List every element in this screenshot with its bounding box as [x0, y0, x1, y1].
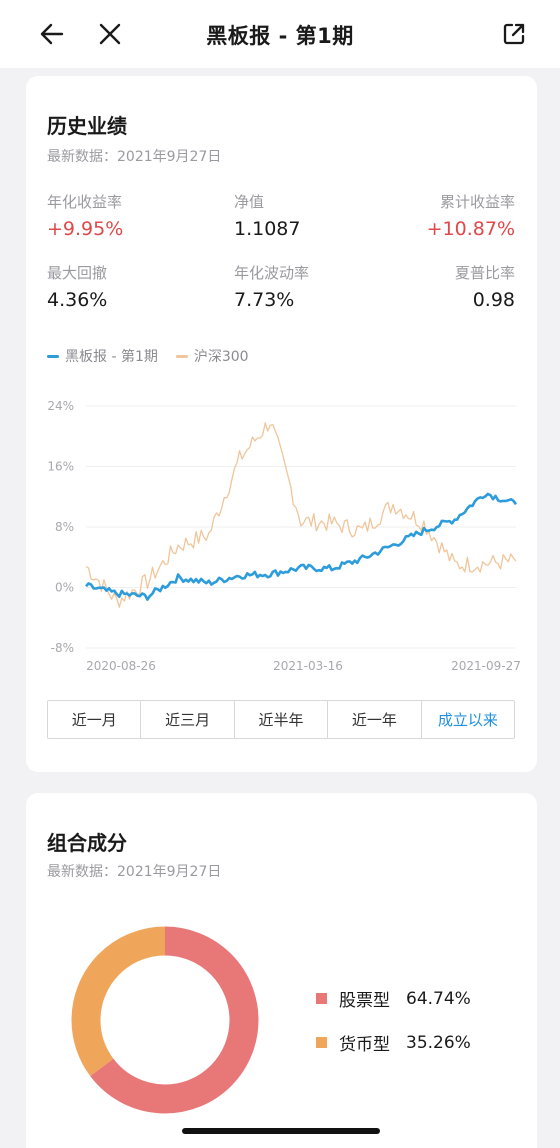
x-tick-label: 2020-08-26 [86, 659, 156, 673]
y-tick-label: 8% [55, 520, 74, 534]
close-button[interactable] [90, 14, 130, 54]
metric-value-sharpe: 0.98 [472, 289, 515, 311]
donut-slice-money[interactable] [71, 926, 259, 1114]
pie-percent-money: 35.26% [406, 1032, 471, 1053]
y-tick-label: 24% [47, 399, 74, 413]
navbar: 黑板报 - 第1期 [0, 0, 560, 68]
home-indicator [182, 1128, 380, 1134]
y-tick-label: 16% [47, 460, 74, 474]
metric-label-sharpe: 夏普比率 [454, 264, 515, 282]
tab-1-month[interactable]: 近一月 [48, 701, 142, 738]
performance-title: 历史业绩 [47, 114, 127, 138]
close-icon [99, 23, 121, 45]
tab-since-inception[interactable]: 成立以来 [437, 711, 498, 729]
period-tabs: 近一月 近三月 近半年 近一年 成立以来 [47, 700, 515, 739]
metric-label-max-drawdown: 最大回撤 [47, 264, 108, 282]
page-title: 黑板报 - 第1期 [206, 24, 354, 48]
chart-legend: 黑板报 - 第1期 沪深300 [47, 346, 267, 366]
metric-value-cumulative-return: +10.87% [426, 218, 515, 240]
metric-value-max-drawdown: 4.36% [47, 289, 108, 311]
pie-percent-stock: 64.74% [406, 988, 471, 1009]
metric-label-annual-return: 年化收益率 [47, 193, 123, 211]
legend-label-benchmark: 沪深300 [193, 349, 249, 365]
tab-1-year[interactable]: 近一年 [328, 701, 422, 738]
tab-3-months[interactable]: 近三月 [141, 701, 235, 738]
tab-6-months[interactable]: 近半年 [235, 701, 329, 738]
metric-label-volatility: 年化波动率 [234, 264, 310, 282]
pie-legend-item-money: 货币型 35.26% [316, 1030, 471, 1055]
composition-card: 组合成分 最新数据：2021年9月27日 股票型 64.74% 货币型 35.2… [26, 793, 537, 1148]
performance-card: 历史业绩 最新数据：2021年9月27日 年化收益率 +9.95% 净值 1.1… [26, 76, 537, 772]
y-tick-label: 0% [55, 581, 74, 595]
legend-swatch-benchmark [175, 354, 188, 358]
metric-value-volatility: 7.73% [234, 289, 295, 311]
arrow-left-icon [40, 23, 64, 45]
series-line-benchmark [85, 422, 517, 608]
legend-item-fund[interactable]: 黑板报 - 第1期 [47, 346, 158, 366]
legend-item-benchmark[interactable]: 沪深300 [175, 346, 249, 366]
legend-swatch-fund [47, 354, 59, 358]
back-button[interactable] [32, 14, 72, 54]
pie-legend-item-stock: 股票型 64.74% [316, 986, 471, 1011]
composition-title: 组合成分 [47, 831, 127, 855]
legend-label-fund: 黑板报 - 第1期 [65, 349, 158, 365]
performance-updated: 最新数据：2021年9月27日 [47, 149, 222, 165]
share-button[interactable] [494, 14, 534, 54]
pie-label-stock: 股票型 [339, 991, 390, 1011]
metric-label-nav: 净值 [234, 193, 265, 211]
composition-donut-chart[interactable] [70, 925, 260, 1115]
series-line-fund [85, 492, 518, 601]
pie-swatch-money [316, 1037, 327, 1048]
pie-swatch-stock [316, 993, 327, 1004]
x-tick-label: 2021-03-16 [273, 659, 343, 673]
metric-value-nav: 1.1087 [234, 218, 301, 240]
performance-line-chart[interactable]: 24% 16% 8% 0% -8% 2020-08-26 2021-03-16 2021-09… [26, 386, 537, 686]
pie-label-money: 货币型 [339, 1035, 390, 1055]
metric-label-cumulative-return: 累计收益率 [439, 193, 515, 211]
x-tick-label: 2021-09-27 [451, 659, 521, 673]
composition-updated: 最新数据：2021年9月27日 [47, 864, 222, 880]
metric-value-annual-return: +9.95% [47, 218, 124, 240]
share-external-icon [503, 23, 525, 45]
y-tick-label: -8% [51, 641, 74, 655]
